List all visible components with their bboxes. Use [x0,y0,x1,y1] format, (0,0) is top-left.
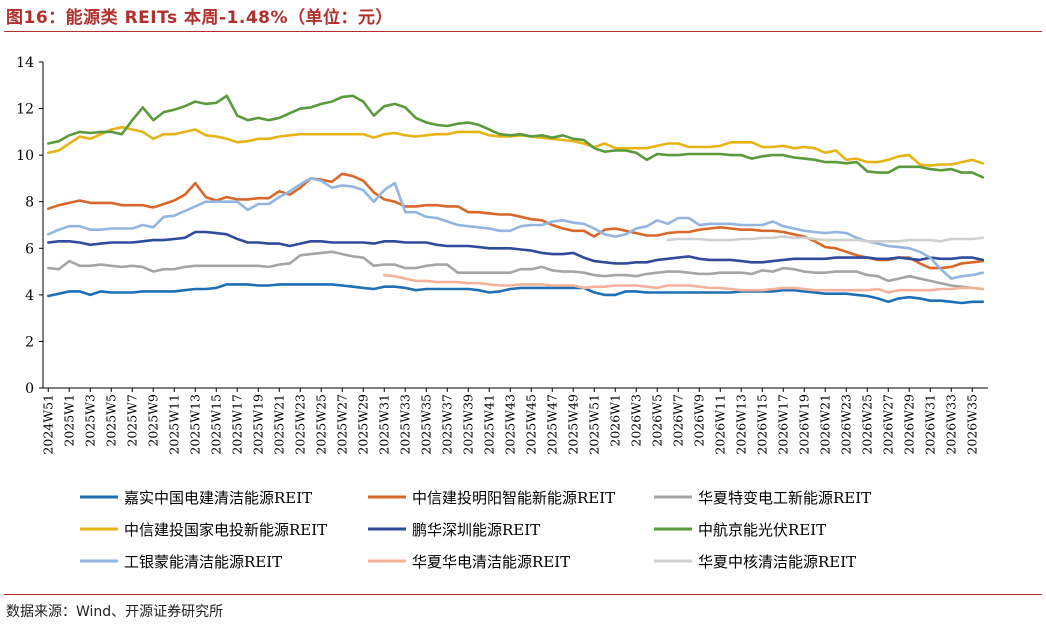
x-tick-label: 2026W25 [859,394,874,455]
source-note: 数据来源：Wind、开源证券研究所 [6,604,224,620]
figure-title: 图16：能源类 REITs 本周-1.48%（单位：元） [6,8,394,28]
x-tick-label: 2025W31 [376,394,391,455]
legend-label: 中信建投国家电投新能源REIT [124,521,327,539]
x-tick-label: 2025W1 [61,394,76,447]
legend-label: 中航京能光伏REIT [698,521,826,539]
x-tick-label: 2025W13 [187,394,202,455]
x-tick-label: 2025W27 [334,394,349,455]
x-tick-label: 2025W21 [271,394,286,455]
x-tick-label: 2025W25 [313,394,328,455]
x-tick-label: 2026W35 [964,394,979,455]
legend-label: 鹏华深圳能源REIT [412,521,540,539]
x-tick-label: 2025W45 [523,394,538,455]
series-line-9 [666,235,985,243]
series-line-1 [47,283,985,305]
y-tick-label: 12 [16,102,34,118]
x-tick-label: 2025W19 [250,394,265,455]
x-tick-label: 2026W29 [901,394,916,455]
x-tick-label: 2025W7 [124,394,139,447]
y-tick-label: 6 [25,241,34,257]
x-tick-label: 2025W41 [481,394,496,455]
series-line-4 [47,125,985,167]
x-tick-label: 2025W39 [460,394,475,455]
series-lines [47,94,985,305]
footer-divider [4,594,1042,595]
x-tick-label: 2025W5 [103,394,118,447]
x-tick-label: 2026W27 [880,394,895,455]
x-tick-label: 2025W33 [397,394,412,455]
x-tick-label: 2026W21 [817,394,832,455]
series-line-7 [47,177,985,280]
legend-label: 华夏华电清洁能源REIT [412,553,570,571]
x-tick-label: 2025W11 [166,394,181,455]
x-tick-label: 2025W9 [145,394,160,447]
legend-label: 嘉实中国电建清洁能源REIT [124,489,312,507]
x-tick-label: 2026W9 [691,394,706,447]
x-tick-label: 2025W47 [544,394,559,455]
y-axis: 0 2 4 6 8 10 12 14 [16,55,44,397]
x-tick-label: 2026W5 [649,394,664,447]
x-tick-label: 2025W37 [439,394,454,455]
x-tick-label: 2026W7 [670,394,685,447]
x-tick-label: 2025W3 [82,394,97,447]
legend-label: 华夏特变电工新能源REIT [698,489,871,507]
y-tick-label: 0 [25,381,34,397]
series-line-2 [47,172,985,270]
legend-label: 华夏中核清洁能源REIT [698,553,856,571]
title-divider [4,31,1042,32]
x-tick-label: 2026W15 [754,394,769,455]
x-tick-label: 2026W33 [943,394,958,455]
x-tick-label: 2026W17 [775,394,790,455]
x-tick-label: 2025W35 [418,394,433,455]
y-tick-label: 10 [16,148,34,164]
x-tick-label: 2026W19 [796,394,811,455]
x-tick-label: 2025W29 [355,394,370,455]
legend-label: 工银蒙能清洁能源REIT [124,553,282,571]
x-tick-label: 2025W15 [208,394,223,455]
x-tick-label: 2025W23 [292,394,307,455]
x-tick-label: 2025W51 [586,394,601,455]
legend: 嘉实中国电建清洁能源REIT 中信建投明阳智能新能源REIT 华夏特变电工新能源RE… [80,489,871,571]
x-axis: 2024W51 2025W1 2025W3 2025W5 2025W7 2025W9 202… [40,387,988,455]
legend-label: 中信建投明阳智能新能源REIT [412,489,615,507]
x-tick-label: 2026W11 [712,394,727,455]
series-line-6 [47,94,985,179]
y-tick-label: 8 [25,195,34,211]
x-tick-label: 2025W43 [502,394,517,455]
x-tick-label: 2026W3 [628,394,643,447]
x-tick-label: 2026W1 [607,394,622,447]
x-tick-label: 2025W17 [229,394,244,455]
y-tick-label: 2 [25,334,34,350]
x-tick-label: 2025W49 [565,394,580,455]
y-tick-label: 14 [16,55,34,71]
x-tick-label: 2026W23 [838,394,853,455]
x-tick-label: 2026W31 [922,394,937,455]
series-line-3 [47,250,985,291]
y-tick-label: 4 [25,288,34,304]
series-line-8 [383,273,985,294]
x-tick-label: 2024W51 [40,394,55,455]
x-tick-label: 2026W13 [733,394,748,455]
series-line-5 [47,230,985,265]
